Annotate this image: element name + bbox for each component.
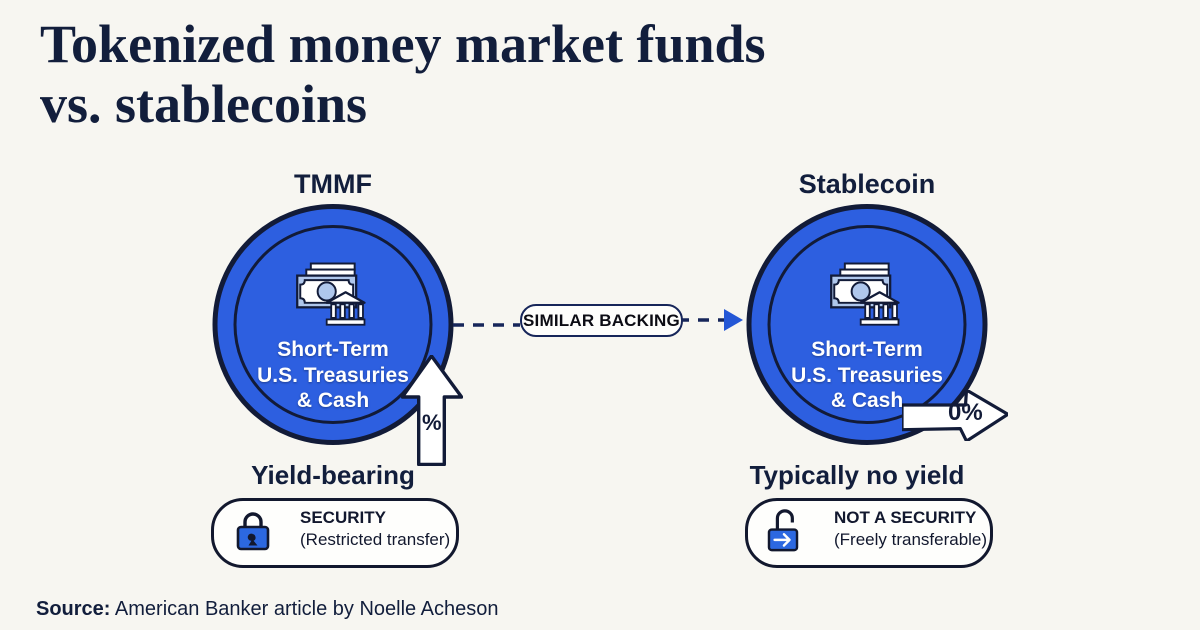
svg-text:%: % — [422, 410, 442, 435]
